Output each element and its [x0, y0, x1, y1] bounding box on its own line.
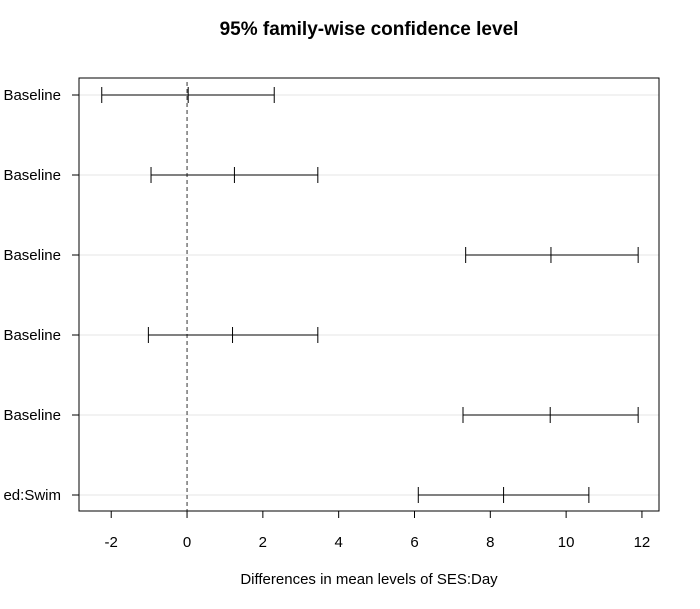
x-tick-label: 12	[634, 534, 651, 551]
interval-4	[147, 327, 319, 343]
chart-title: 95% family-wise confidence level	[220, 19, 519, 40]
x-axis: -2 0 2 4 6 8 10 12	[105, 511, 651, 551]
interval-6	[417, 487, 590, 503]
interval-2	[150, 167, 319, 183]
x-tick-label: 4	[335, 534, 343, 551]
interval-5	[462, 407, 639, 423]
y-category-label: ed:Swim	[3, 487, 61, 504]
x-tick-label: -2	[105, 534, 118, 551]
plot-frame	[78, 77, 660, 512]
y-category-label: Baseline	[3, 247, 61, 264]
y-category-label: Baseline	[3, 327, 61, 344]
intervals	[101, 87, 639, 503]
x-tick-label: 0	[183, 534, 191, 551]
x-tick-label: 8	[486, 534, 494, 551]
y-axis: Baseline Baseline Baseline Baseline Baseline…	[3, 87, 79, 504]
x-tick-label: 6	[410, 534, 418, 551]
x-axis-label: Differences in mean levels of SES:Day	[240, 571, 498, 588]
x-tick-label: 10	[558, 534, 575, 551]
interval-3	[465, 247, 639, 263]
y-category-label: Baseline	[3, 87, 61, 104]
interval-1	[101, 87, 275, 103]
grid-lines	[79, 94, 659, 496]
y-category-label: Baseline	[3, 167, 61, 184]
x-tick-label: 2	[259, 534, 267, 551]
y-category-label: Baseline	[3, 407, 61, 424]
